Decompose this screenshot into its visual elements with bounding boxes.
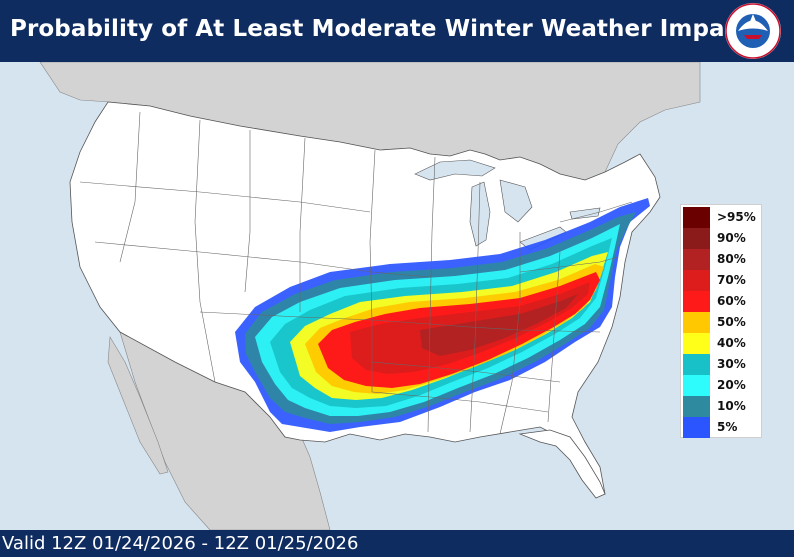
baja-peninsula [107, 336, 169, 475]
legend-item-30: 30% [681, 354, 761, 375]
map-title: Probability of At Least Moderate Winter … [10, 16, 764, 42]
footer-banner: Valid 12Z 01/24/2026 - 12Z 01/25/2026 [0, 530, 794, 557]
legend-label: 30% [717, 357, 746, 371]
legend-label: 60% [717, 294, 746, 308]
legend-swatch [683, 417, 710, 438]
lake-ontario [569, 207, 601, 220]
legend-swatch [683, 228, 710, 249]
legend-item-95: >95% [681, 207, 761, 228]
legend-label: >95% [717, 210, 756, 224]
legend-swatch [683, 333, 710, 354]
legend-swatch [683, 207, 710, 228]
legend-item-40: 40% [681, 333, 761, 354]
lake-huron [499, 179, 533, 223]
legend-label: 10% [717, 399, 746, 413]
legend-item-70: 70% [681, 270, 761, 291]
state-boundaries [79, 111, 633, 435]
header-banner: Probability of At Least Moderate Winter … [0, 0, 794, 62]
legend-swatch [683, 312, 710, 333]
valid-time-text: Valid 12Z 01/24/2026 - 12Z 01/25/2026 [2, 533, 359, 554]
us-map [0, 61, 794, 531]
legend-swatch [683, 354, 710, 375]
lake-michigan [469, 181, 491, 247]
legend-item-80: 80% [681, 249, 761, 270]
legend-item-20: 20% [681, 375, 761, 396]
legend-label: 5% [717, 420, 738, 434]
probability-legend: >95% 90% 80% 70% 60% 50% 40% 30% [680, 204, 762, 438]
band-80-percent [420, 294, 578, 356]
legend-item-5: 5% [681, 417, 761, 438]
legend-item-60: 60% [681, 291, 761, 312]
legend-label: 20% [717, 378, 746, 392]
legend-swatch [683, 375, 710, 396]
legend-item-50: 50% [681, 312, 761, 333]
legend-item-90: 90% [681, 228, 761, 249]
legend-label: 70% [717, 273, 746, 287]
legend-swatch [683, 396, 710, 417]
legend-swatch [683, 249, 710, 270]
legend-swatch [683, 270, 710, 291]
legend-label: 40% [717, 336, 746, 350]
florida [518, 429, 606, 499]
legend-item-10: 10% [681, 396, 761, 417]
legend-label: 90% [717, 231, 746, 245]
legend-label: 80% [717, 252, 746, 266]
map-area [0, 61, 794, 531]
nws-logo-icon [725, 3, 781, 59]
legend-swatch [683, 291, 710, 312]
legend-label: 50% [717, 315, 746, 329]
